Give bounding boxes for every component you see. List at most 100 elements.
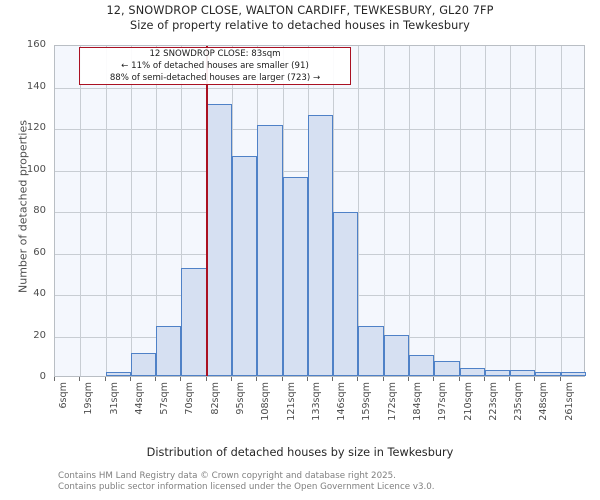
- x-axis-tick-label: 235sqm: [513, 382, 525, 421]
- x-axis-tick-mark: [155, 377, 157, 381]
- chart-title: 12, SNOWDROP CLOSE, WALTON CARDIFF, TEWK…: [106, 4, 494, 17]
- x-axis-tick-label: 70sqm: [184, 382, 196, 415]
- histogram-bar: [459, 367, 485, 376]
- chart-subtitle: Size of property relative to detached ho…: [130, 19, 470, 32]
- gridline-vertical: [535, 46, 537, 376]
- x-axis-tick-mark: [129, 377, 131, 381]
- x-axis-tick-label: 184sqm: [412, 382, 423, 421]
- x-axis-tick-mark: [483, 377, 485, 381]
- annotation-line-2: ← 11% of detached houses are smaller (91…: [121, 60, 309, 71]
- histogram-bar: [484, 369, 511, 376]
- x-axis-tick-label: 159sqm: [361, 382, 373, 421]
- histogram-bar: [535, 371, 561, 376]
- gridline-vertical: [333, 46, 335, 376]
- x-axis-tick-label: 6sqm: [58, 382, 69, 409]
- histogram-bar: [434, 361, 460, 376]
- x-axis-tick-mark: [382, 377, 384, 381]
- histogram-bars: [55, 46, 586, 376]
- histogram-bar: [307, 114, 334, 376]
- x-axis-tick-label: 19sqm: [83, 382, 95, 415]
- x-axis-tick-mark: [54, 377, 55, 381]
- x-axis-tick-label: 57sqm: [159, 382, 171, 415]
- y-axis-tick-label: 100: [26, 163, 46, 175]
- gridline-vertical: [484, 46, 486, 376]
- x-axis-tick-mark: [332, 377, 334, 381]
- x-axis-tick-label: 133sqm: [310, 382, 322, 421]
- x-axis-tick-label: 82sqm: [209, 382, 221, 415]
- gridline-vertical: [156, 46, 158, 376]
- gridline-vertical: [459, 46, 461, 376]
- x-axis-title: Distribution of detached houses by size …: [146, 446, 454, 459]
- y-axis-tick-label: 40: [33, 288, 46, 299]
- x-axis-tick-label: 95sqm: [235, 382, 246, 415]
- x-axis-tick-label: 248sqm: [538, 382, 550, 421]
- x-axis-tick-mark: [104, 377, 106, 381]
- y-axis-tick-label: 120: [26, 122, 46, 133]
- histogram-bar: [181, 268, 207, 376]
- x-axis-tick-label: 44sqm: [133, 382, 145, 415]
- histogram-bar: [130, 353, 157, 376]
- gridline-vertical: [383, 46, 385, 376]
- histogram-bar: [409, 355, 435, 376]
- x-axis-tick-mark: [306, 377, 308, 381]
- gridline-vertical: [409, 46, 410, 376]
- gridline-vertical: [130, 46, 132, 376]
- property-marker-line: [205, 46, 208, 376]
- histogram-bar: [232, 156, 258, 376]
- y-axis-tick-label: 160: [26, 39, 46, 50]
- y-axis-tick-label: 60: [33, 246, 46, 258]
- histogram-bar: [560, 371, 586, 376]
- gridline-vertical: [105, 46, 107, 376]
- annotation-line-3: 88% of semi-detached houses are larger (…: [109, 72, 321, 83]
- x-axis-tick-mark: [509, 377, 511, 381]
- x-axis-tick-label: 31sqm: [108, 382, 120, 415]
- x-axis-tick-mark: [458, 377, 460, 381]
- x-axis-tick-label: 146sqm: [336, 382, 348, 421]
- gridline-vertical: [560, 46, 562, 376]
- gridline-vertical: [358, 46, 360, 376]
- x-axis-tick-mark: [256, 377, 258, 381]
- histogram-bar: [510, 369, 536, 376]
- x-axis-tick-mark: [534, 377, 536, 381]
- footer-line-2: Contains public sector information licen…: [58, 482, 435, 492]
- x-axis-tick-mark: [408, 377, 409, 381]
- histogram-bar: [105, 371, 131, 376]
- x-axis-tick-label: 210sqm: [462, 382, 474, 421]
- histogram-bar: [282, 176, 308, 376]
- plot-area: [54, 45, 586, 377]
- gridline-vertical: [80, 46, 82, 376]
- x-axis-tick-mark: [357, 377, 359, 381]
- histogram-bar: [358, 326, 384, 376]
- x-axis-tick-label: 261sqm: [563, 382, 575, 421]
- histogram-bar: [206, 104, 232, 376]
- x-axis-tick-mark: [79, 377, 81, 381]
- x-axis-tick-label: 197sqm: [437, 382, 449, 421]
- y-axis-tick-label: 80: [33, 205, 46, 216]
- gridline-vertical: [434, 46, 436, 376]
- x-axis-tick-mark: [433, 377, 435, 381]
- x-axis-tick-mark: [180, 377, 182, 381]
- x-axis-tick-label: 121sqm: [285, 382, 297, 421]
- x-axis-tick-mark: [205, 377, 207, 381]
- x-axis-tick-label: 223sqm: [487, 382, 499, 421]
- annotation-line-1: 12 SNOWDROP CLOSE: 83sqm: [149, 49, 281, 59]
- y-axis-tick-label: 140: [26, 80, 46, 92]
- x-axis-tick-mark: [281, 377, 283, 381]
- histogram-bar: [257, 124, 283, 376]
- x-axis-tick-label: 108sqm: [260, 382, 272, 421]
- footer-line-1: Contains HM Land Registry data © Crown c…: [58, 471, 396, 481]
- gridline-horizontal: [55, 87, 584, 89]
- y-axis-tick-label: 20: [33, 329, 46, 341]
- gridline-vertical: [510, 46, 512, 376]
- histogram-bar: [156, 326, 182, 376]
- chart-title-block: 12, SNOWDROP CLOSE, WALTON CARDIFF, TEWK…: [0, 3, 600, 33]
- annotation-box: 12 SNOWDROP CLOSE: 83sqm ← 11% of detach…: [79, 47, 351, 85]
- footer-attribution: Contains HM Land Registry data © Crown c…: [58, 471, 588, 493]
- gridline-vertical: [181, 46, 183, 376]
- y-axis-tick-label: 0: [39, 371, 46, 382]
- x-axis-tick-mark: [231, 377, 232, 381]
- histogram-bar: [383, 334, 409, 376]
- histogram-bar: [333, 212, 359, 376]
- x-axis-tick-mark: [559, 377, 561, 381]
